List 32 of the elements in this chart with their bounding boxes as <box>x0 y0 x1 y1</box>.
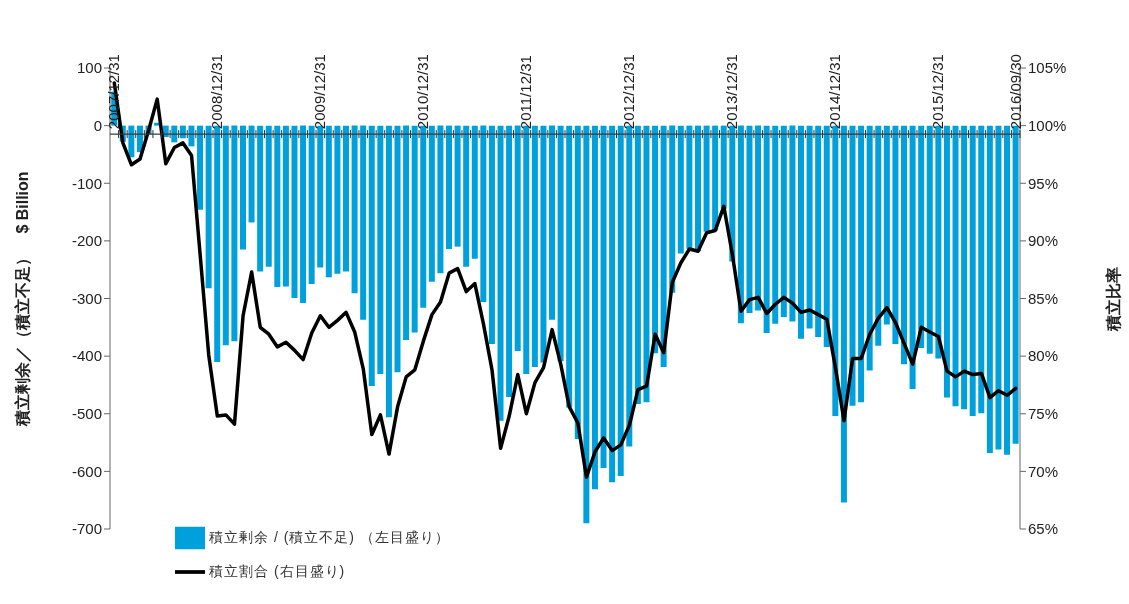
x-tick-label: 2013/12/31 <box>723 54 741 130</box>
x-tick-label: 2011/12/31 <box>517 55 535 130</box>
y2-tick-label: 80% <box>1028 347 1059 365</box>
y2-tick-label: 90% <box>1028 232 1059 250</box>
y-tick-label: -100 <box>71 174 102 192</box>
y-tick-label: -700 <box>71 520 102 538</box>
y2-tick-label: 100% <box>1028 116 1067 134</box>
x-tick-label: 2016/09/30 <box>1006 54 1024 130</box>
legend-label: 積立割合 (右目盛り) <box>209 563 346 579</box>
y-tick-label: -600 <box>71 462 102 480</box>
y2-tick-label: 105% <box>1028 59 1067 77</box>
x-tick-label: 2010/12/31 <box>414 54 432 130</box>
y-tick-label: -500 <box>71 405 102 423</box>
y-tick-label: 0 <box>93 116 102 134</box>
y-tick-label: -300 <box>71 289 102 307</box>
x-tick-label: 2009/12/31 <box>311 54 329 130</box>
y2-tick-label: 75% <box>1028 405 1059 423</box>
legend-label: 積立剰余 / (積立不足) （左目盛り） <box>209 529 450 545</box>
x-tick-label: 2014/12/31 <box>826 54 844 130</box>
x-tick-label: 2012/12/31 <box>620 54 638 130</box>
y-axis-title: 積立剰余／（積立不足） $ Billion <box>12 171 32 427</box>
y-tick-label: -400 <box>71 347 102 365</box>
x-tick-label: 2007/12/31 <box>105 54 123 130</box>
y2-tick-label: 95% <box>1028 174 1059 192</box>
x-tick-label: 2008/12/31 <box>208 54 226 130</box>
x-tick-label: 2015/12/31 <box>929 54 947 130</box>
y2-tick-label: 65% <box>1028 520 1059 538</box>
y-tick-label: 100 <box>76 59 102 77</box>
y2-tick-label: 85% <box>1028 289 1059 307</box>
y2-tick-label: 70% <box>1028 462 1059 480</box>
y-tick-label: -200 <box>71 232 102 250</box>
y2-axis-title: 積立比率 <box>1103 266 1122 332</box>
